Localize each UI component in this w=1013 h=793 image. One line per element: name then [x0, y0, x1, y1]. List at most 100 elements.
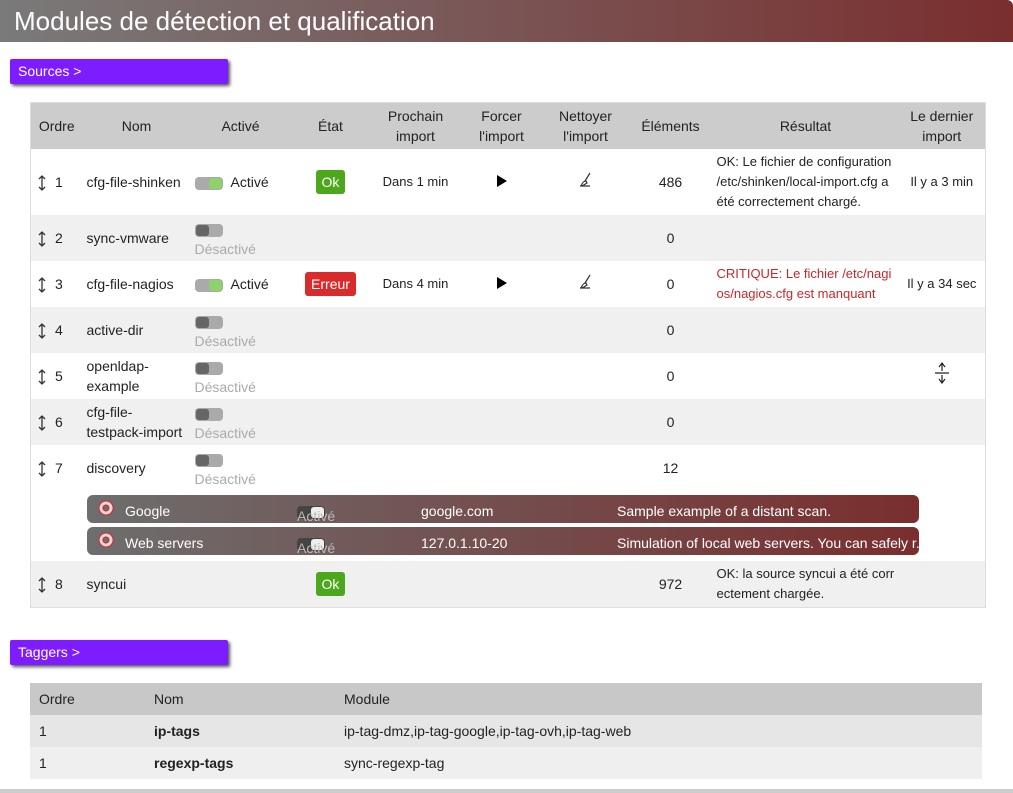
source-row: 6 cfg-file-testpack-import Désactivé 0 [30, 399, 986, 445]
drag-handle[interactable] [37, 175, 47, 192]
drag-handle[interactable] [37, 323, 47, 340]
result: CRITIQUE: Le fichier /etc/nagios/nagios.… [716, 266, 892, 301]
drag-handle[interactable] [37, 369, 47, 386]
result: OK: la source syncui a été correctement … [716, 565, 895, 601]
column-header: Nom [82, 102, 191, 149]
elements-cell: 0 [628, 261, 713, 307]
order-cell: 4 [30, 307, 83, 353]
toggle-knob [311, 539, 324, 550]
toggle[interactable] [194, 315, 223, 329]
source-name: syncui [86, 575, 127, 592]
last-import-cell [898, 307, 986, 353]
toggle-knob [208, 177, 222, 189]
source-row: 5 openldap-example Désactivé 0 [30, 353, 986, 399]
resize-icon[interactable] [934, 362, 950, 384]
column-header: Résultat [712, 102, 899, 149]
result-cell: OK: Le fichier de configuration /etc/shi… [712, 149, 899, 215]
discovery-rule[interactable]: Google Activé google.com Sample example of … [87, 495, 919, 524]
state-cell [290, 399, 371, 445]
discovery-rule[interactable]: Web servers Activé 127.0.1.10-20 Simulation… [87, 527, 928, 556]
header-row: Ordre Nom Activé État Prochain import Forcer … [30, 102, 986, 149]
tagger-name: regexp-tags [145, 747, 335, 779]
drag-handle[interactable] [37, 277, 47, 294]
tagger-name: ip-tags [145, 715, 335, 747]
force-import-button[interactable] [496, 175, 508, 187]
elements-cell: 486 [628, 149, 713, 215]
order-cell: 7 [30, 445, 83, 491]
next-import-cell: Dans 1 min [370, 149, 461, 215]
enabled-cell: Désactivé [190, 307, 291, 353]
elements: 12 [662, 460, 679, 476]
name-cell: cfg-file-shinken [82, 149, 191, 215]
clean-import-button[interactable] [578, 274, 594, 290]
toggle[interactable] [194, 278, 223, 292]
name-cell: openldap-example [82, 353, 191, 399]
elements: 0 [666, 276, 675, 292]
page-title: Modules de détection et qualification [14, 6, 435, 36]
toggle-knob [195, 316, 209, 328]
result-cell: OK: la source syncui a été correctement … [712, 561, 899, 607]
toggle[interactable] [194, 223, 223, 237]
source-name: cfg-file-testpack-import [86, 404, 183, 440]
next-import: Dans 1 min [382, 174, 449, 189]
name-cell: sync-vmware [82, 215, 191, 261]
source-row: 4 active-dir Désactivé 0 [30, 307, 986, 353]
drag-handle[interactable] [37, 231, 47, 248]
order-cell: 1 [30, 149, 83, 215]
order: 4 [55, 322, 63, 338]
rule-name: Google [125, 503, 171, 519]
toggle[interactable] [297, 538, 325, 551]
force-import-button[interactable] [496, 277, 508, 289]
toggle[interactable] [194, 176, 223, 190]
result-cell [712, 445, 899, 491]
next-import-cell [370, 215, 461, 261]
elements-cell: 12 [628, 445, 713, 491]
last-import-cell [898, 561, 986, 607]
next-import-cell [370, 399, 461, 445]
source-name: active-dir [86, 322, 144, 338]
enabled-cell: Désactivé [190, 215, 291, 261]
order-cell: 8 [30, 561, 83, 607]
taggers-button[interactable]: Taggers > [10, 640, 228, 665]
source-name: cfg-file-shinken [86, 174, 181, 190]
toggle[interactable] [194, 361, 223, 375]
result-cell [712, 353, 899, 399]
enabled-label: Désactivé [194, 333, 256, 349]
enabled-label: Désactivé [194, 379, 256, 395]
sources-button[interactable]: Sources > [10, 59, 228, 84]
name-cell: cfg-file-testpack-import [82, 399, 191, 445]
toggle[interactable] [297, 506, 325, 519]
drag-handle[interactable] [37, 577, 47, 593]
drag-arrows [38, 415, 46, 432]
source-row: 2 sync-vmware Désactivé 0 [30, 215, 986, 261]
clean-cell [542, 399, 629, 445]
order-cell: 6 [30, 399, 83, 445]
toggle[interactable] [194, 453, 223, 467]
enabled-cell: Désactivé [190, 399, 291, 445]
order: 1 [30, 715, 145, 747]
clean-cell [542, 261, 629, 307]
tagger-row: 1 ip-tags ip-tag-dmz,ip-tag-google,ip-tag-… [30, 715, 982, 747]
rules-row: Google Activé google.com Sample example of … [30, 491, 986, 561]
elements: 0 [666, 368, 675, 384]
drag-arrows [38, 277, 46, 294]
footer-line [0, 789, 1013, 793]
next-import-cell [370, 307, 461, 353]
drag-handle[interactable] [37, 415, 47, 432]
force-cell [460, 561, 543, 607]
gear-icon [98, 532, 114, 548]
clean-cell [542, 445, 629, 491]
state-cell [290, 215, 371, 261]
play-icon [496, 277, 507, 289]
toggle[interactable] [194, 407, 223, 421]
elements: 0 [666, 414, 675, 430]
order: 6 [55, 414, 63, 430]
result-cell [712, 399, 899, 445]
clean-import-button[interactable] [578, 172, 594, 188]
toggle-knob [195, 408, 209, 420]
column-header: Ordre [30, 102, 83, 149]
elements-cell: 0 [628, 307, 713, 353]
taggers-table: Ordre Nom Module 1 ip-tags ip-tag-dmz,ip-tag-… [30, 683, 982, 779]
order: 3 [55, 276, 63, 292]
drag-handle[interactable] [37, 461, 47, 478]
